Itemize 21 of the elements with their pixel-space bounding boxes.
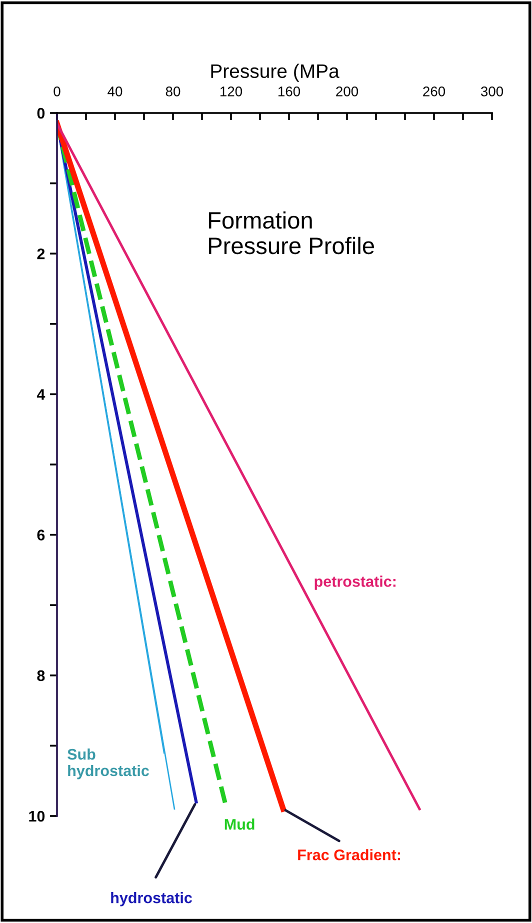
y-tick-label: 10 (29, 810, 45, 822)
x-tick-label: 40 (108, 86, 122, 96)
text: Formation Pressure Profile (209, 211, 374, 254)
x-tick-label: 80 (166, 86, 180, 96)
x-tick-label: 160 (278, 86, 300, 96)
y-tick-label: 2 (37, 248, 45, 260)
text: hydrostatic (111, 892, 192, 906)
series-label: petrostatic: (314, 576, 396, 590)
series-label: Mud (224, 818, 254, 830)
y-tick-label: 6 (37, 530, 45, 540)
x-tick-label: 120 (220, 86, 242, 96)
y-tick-label: 4 (36, 389, 46, 400)
series-label: Sub hydrostatic (68, 748, 149, 780)
x-tick-label: 300 (480, 86, 504, 96)
x-tick-label: 0 (54, 86, 60, 96)
text: Frac Gradient: (298, 849, 400, 860)
y-tick-label: 8 (37, 670, 45, 682)
x-tick-label: 260 (423, 86, 446, 96)
x-tick-label: 200 (336, 86, 358, 96)
x-axis-title: Pressure (MPa (211, 64, 340, 82)
y-tick-label: 0 (37, 108, 45, 119)
